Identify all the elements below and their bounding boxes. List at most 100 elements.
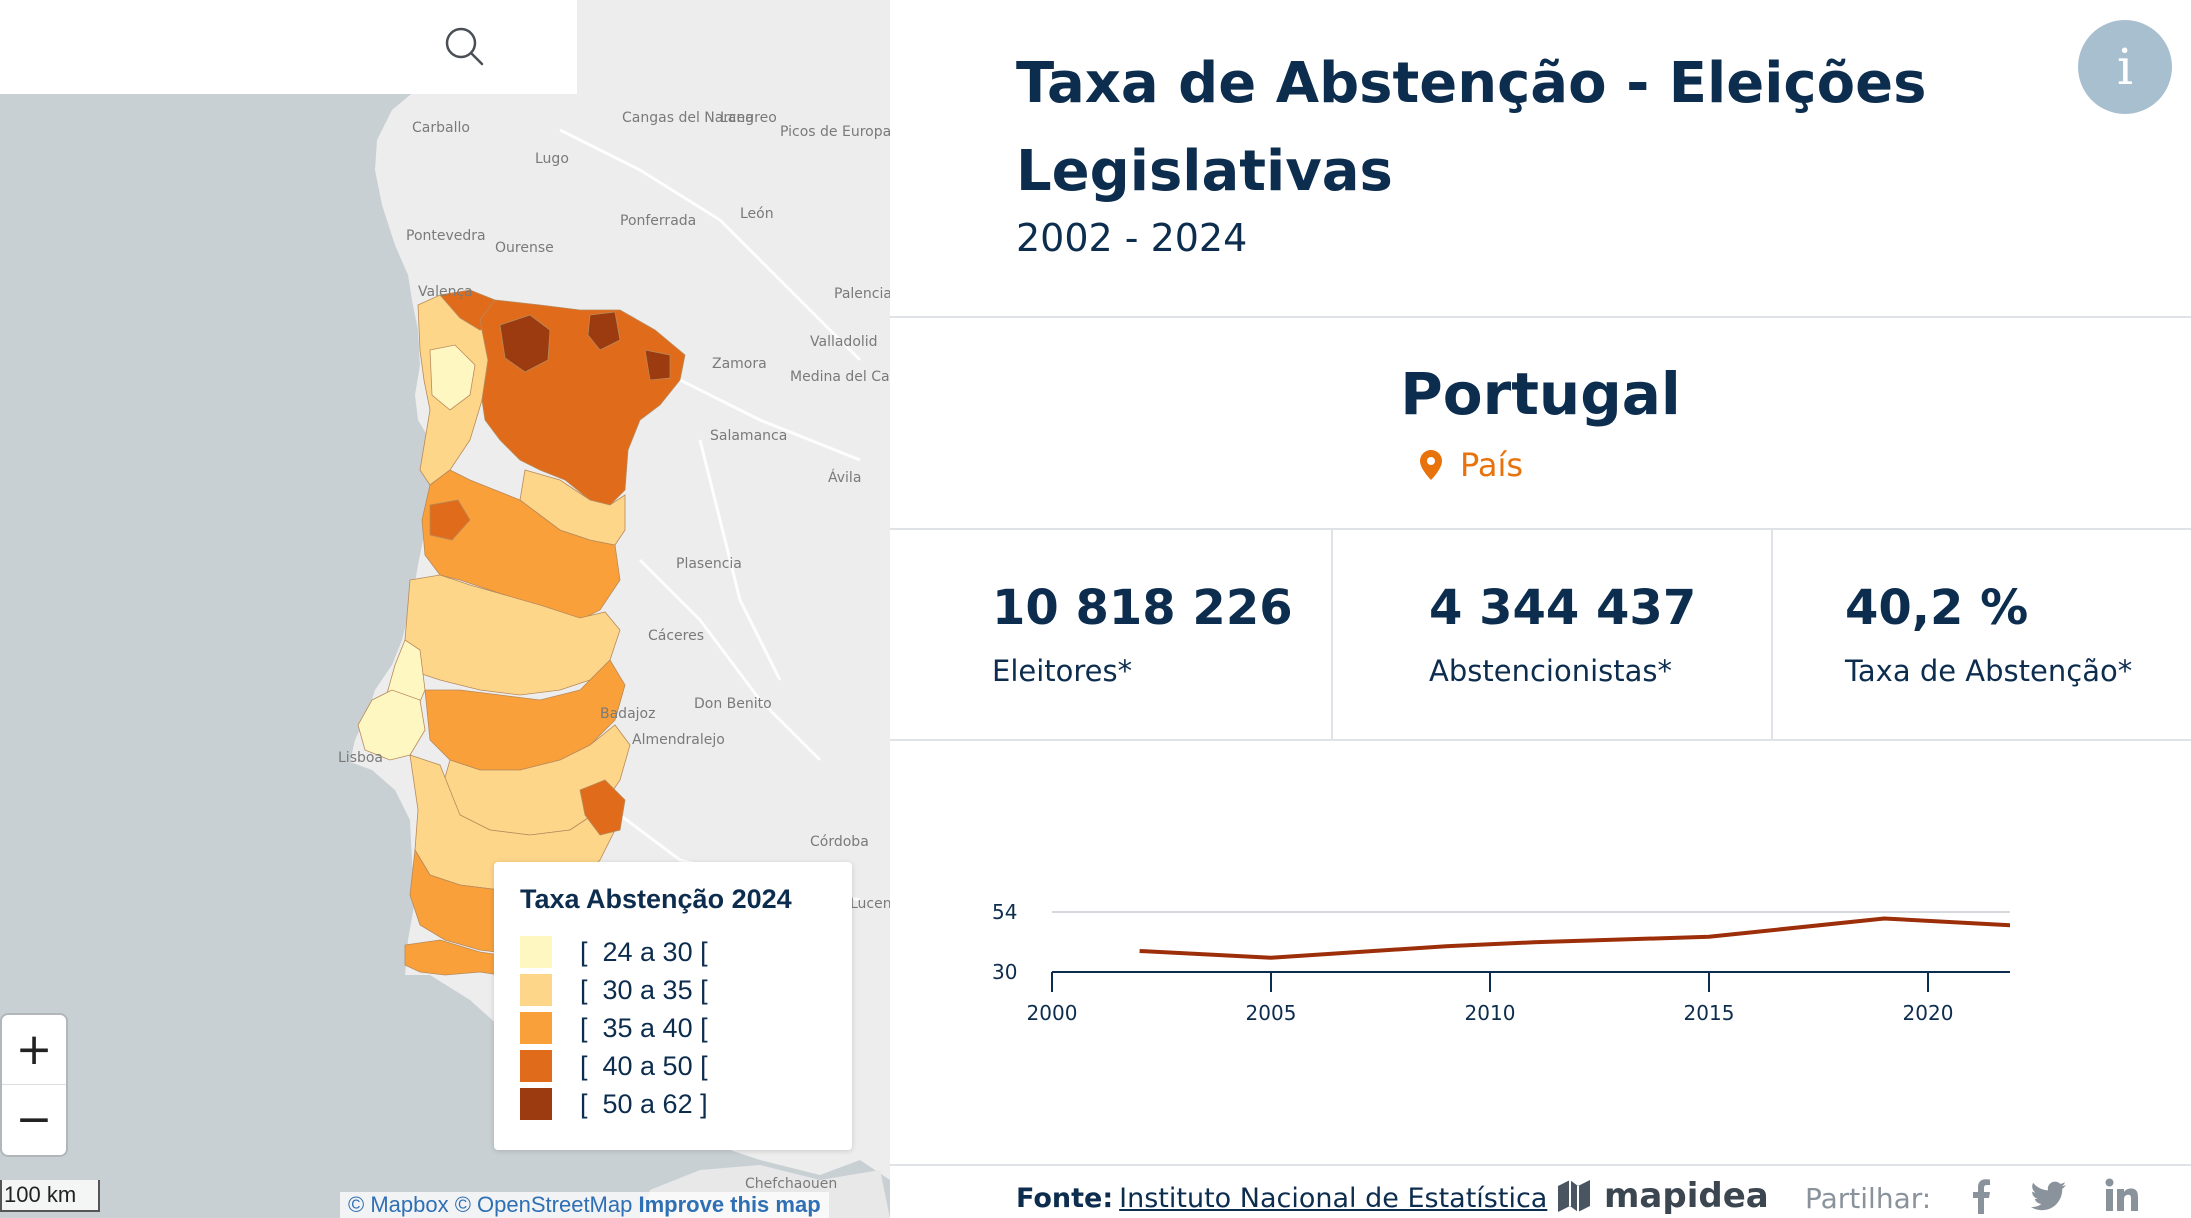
legend-swatch [520, 1050, 552, 1082]
x-tick-label: 2000 [1027, 1001, 1078, 1025]
search-input[interactable] [0, 0, 420, 94]
footer-source: Fonte: Instituto Nacional de Estatística [1016, 1178, 1547, 1218]
place-name: Portugal [1400, 360, 1681, 428]
zoom-in-button[interactable]: + [2, 1015, 66, 1085]
y-tick-label: 54 [992, 900, 1017, 924]
region-tras-os-montes-darkest-2[interactable] [587, 311, 621, 351]
region-tras-os-montes-darkest-1[interactable] [499, 314, 551, 373]
legend-label: [ 24 a 30 [ [580, 936, 708, 967]
map-label: Lucena [850, 896, 890, 912]
y-tick-label: 30 [992, 960, 1017, 984]
stat-value: 10 818 226 [992, 580, 1293, 636]
map-label: Lugo [535, 151, 569, 167]
map-label: Chefchaouen [745, 1176, 837, 1192]
region-beira-dark[interactable] [429, 499, 471, 541]
map-label: Córdoba [810, 834, 869, 850]
divider [890, 739, 2191, 741]
series-point[interactable] [1527, 935, 1541, 949]
legend-title: Taxa Abstenção 2024 [520, 884, 792, 914]
map-label: Picos de Europa National Park [780, 124, 890, 140]
legend-swatch [520, 974, 552, 1006]
series-point[interactable] [2009, 919, 2010, 933]
region-minho-light[interactable] [429, 344, 476, 411]
series-point[interactable] [1439, 939, 1453, 953]
mapidea-logo-icon [1558, 1180, 1590, 1212]
series-point[interactable] [1264, 951, 1278, 965]
region-alentejo-east[interactable] [579, 779, 626, 836]
facebook-icon[interactable] [1960, 1174, 2004, 1218]
legend-label: [ 35 a 40 [ [580, 1012, 708, 1043]
source-label: Fonte: [1016, 1182, 1114, 1214]
legend-label: [ 30 a 35 [ [580, 974, 708, 1005]
brand-logo[interactable]: mapidea [1556, 1176, 1769, 1216]
map-label: Cáceres [648, 628, 704, 644]
info-button[interactable]: i [2078, 20, 2172, 114]
series-line[interactable] [1139, 916, 2010, 960]
brand-name: mapidea [1604, 1176, 1769, 1216]
share-label: Partilhar: [1805, 1182, 1932, 1215]
stat-abstainers: 4 344 437 Abstencionistas* [1429, 580, 1696, 688]
legend-item: [ 30 a 35 [ [520, 971, 852, 1009]
period-subtitle: 2002 - 2024 [1016, 216, 1248, 260]
place-type: País [1420, 446, 1523, 484]
map-label: Valença [418, 284, 473, 300]
divider [890, 316, 2191, 318]
map-label: Langreo [720, 110, 777, 126]
twitter-icon[interactable] [2026, 1174, 2070, 1218]
series-point[interactable] [1877, 912, 1891, 926]
legend-item: [ 40 a 50 [ [520, 1047, 852, 1085]
region-tras-os-montes-darkest-3[interactable] [644, 349, 671, 381]
map-label: León [740, 206, 774, 222]
abstention-line-chart[interactable]: 30 54 2000 2005 2010 2015 2020 [960, 880, 2010, 1060]
legend-item: [ 50 a 62 ] [520, 1085, 852, 1123]
map-attribution: © Mapbox © OpenStreetMap Improve this ma… [340, 1192, 829, 1218]
map-view[interactable]: Carballo Lugo Cangas del Narcea Langreo … [0, 0, 890, 1218]
map-label: Zamora [712, 356, 767, 372]
location-pin-icon [1420, 450, 1442, 480]
map-label: Cangas del Narcea [622, 110, 754, 126]
openstreetmap-link[interactable]: © OpenStreetMap [454, 1192, 633, 1217]
zoom-out-button[interactable]: − [2, 1085, 66, 1155]
source-link[interactable]: Instituto Nacional de Estatística [1119, 1182, 1548, 1214]
portugal-choropleth[interactable] [357, 289, 686, 979]
map-label: Ourense [495, 240, 554, 256]
x-tick-label: 2005 [1246, 1001, 1297, 1025]
region-beira-interior[interactable] [519, 469, 626, 546]
search-icon[interactable] [440, 22, 488, 70]
mapbox-link[interactable]: © Mapbox [348, 1192, 449, 1217]
legend-item: [ 24 a 30 [ [520, 933, 852, 971]
legend-label: [ 40 a 50 [ [580, 1050, 708, 1081]
info-panel: Taxa de Abstenção - Eleições Legislativa… [890, 0, 2191, 1218]
series-point[interactable] [1133, 944, 1147, 958]
place-type-label: País [1460, 446, 1524, 484]
map-label: Ávila [828, 469, 861, 486]
chart-axes: 30 54 2000 2005 2010 2015 2020 [992, 900, 2010, 1025]
x-tick-label: 2020 [1903, 1001, 1954, 1025]
map-label: Palencia [834, 286, 890, 302]
legend-item: [ 35 a 40 [ [520, 1009, 852, 1047]
chart-series[interactable] [1133, 912, 2010, 965]
divider [1771, 528, 1773, 739]
linkedin-icon[interactable] [2100, 1174, 2144, 1218]
scale-bar: 100 km [0, 1180, 100, 1212]
map-label: Pontevedra [406, 228, 486, 244]
improve-map-link[interactable]: Improve this map [638, 1192, 821, 1217]
divider [1331, 528, 1333, 739]
stat-value: 40,2 % [1845, 580, 2029, 636]
zoom-control: + − [2, 1015, 66, 1155]
map-label: Don Benito [694, 696, 772, 712]
stat-label: Eleitores* [992, 654, 1133, 688]
map-label: Valladolid [810, 334, 878, 350]
stat-abstention-rate: 40,2 % Taxa de Abstenção* [1845, 580, 2132, 688]
map-label: Plasencia [676, 556, 742, 572]
map-canvas[interactable]: Carballo Lugo Cangas del Narcea Langreo … [0, 0, 890, 1218]
search-bar [0, 0, 577, 94]
map-label: Carballo [412, 120, 470, 136]
series-point[interactable] [1702, 930, 1716, 944]
page-title: Taxa de Abstenção - Eleições Legislativa… [1016, 51, 1927, 204]
stat-voters: 10 818 226 Eleitores* [992, 580, 1293, 688]
legend-label: [ 50 a 62 ] [580, 1088, 708, 1119]
map-label: Badajoz [600, 706, 655, 722]
divider [890, 1164, 2191, 1166]
map-label: Almendralejo [632, 732, 725, 748]
